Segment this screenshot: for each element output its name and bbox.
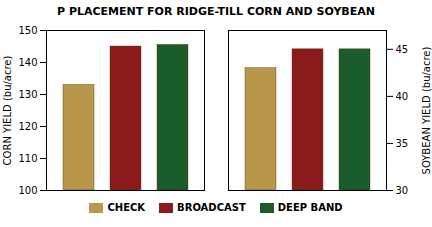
svg-text:40: 40: [396, 91, 409, 102]
svg-text:45: 45: [396, 44, 409, 55]
svg-text:130: 130: [18, 89, 37, 100]
svg-text:SOYBEAN YIELD (bu/acre): SOYBEAN YIELD (bu/acre): [421, 46, 432, 174]
html-text:BROADCAST: BROADCAST: [177, 202, 246, 213]
svg-text:150: 150: [18, 25, 37, 36]
svg-text:35: 35: [396, 138, 409, 149]
svg-text:120: 120: [18, 121, 37, 132]
svg-text:30: 30: [396, 185, 409, 196]
svg-text:140: 140: [18, 57, 37, 68]
html-text:DEEP BAND: DEEP BAND: [277, 202, 343, 213]
svg-text:110: 110: [18, 153, 37, 164]
svg-text:CORN YIELD (bu/acre): CORN YIELD (bu/acre): [2, 56, 13, 166]
html-text:CHECK: CHECK: [107, 202, 146, 213]
svg-text:100: 100: [18, 185, 37, 196]
html-text:P PLACEMENT FOR RIDGE-TILL COR: P PLACEMENT FOR RIDGE-TILL CORN AND SOYB…: [57, 5, 375, 18]
